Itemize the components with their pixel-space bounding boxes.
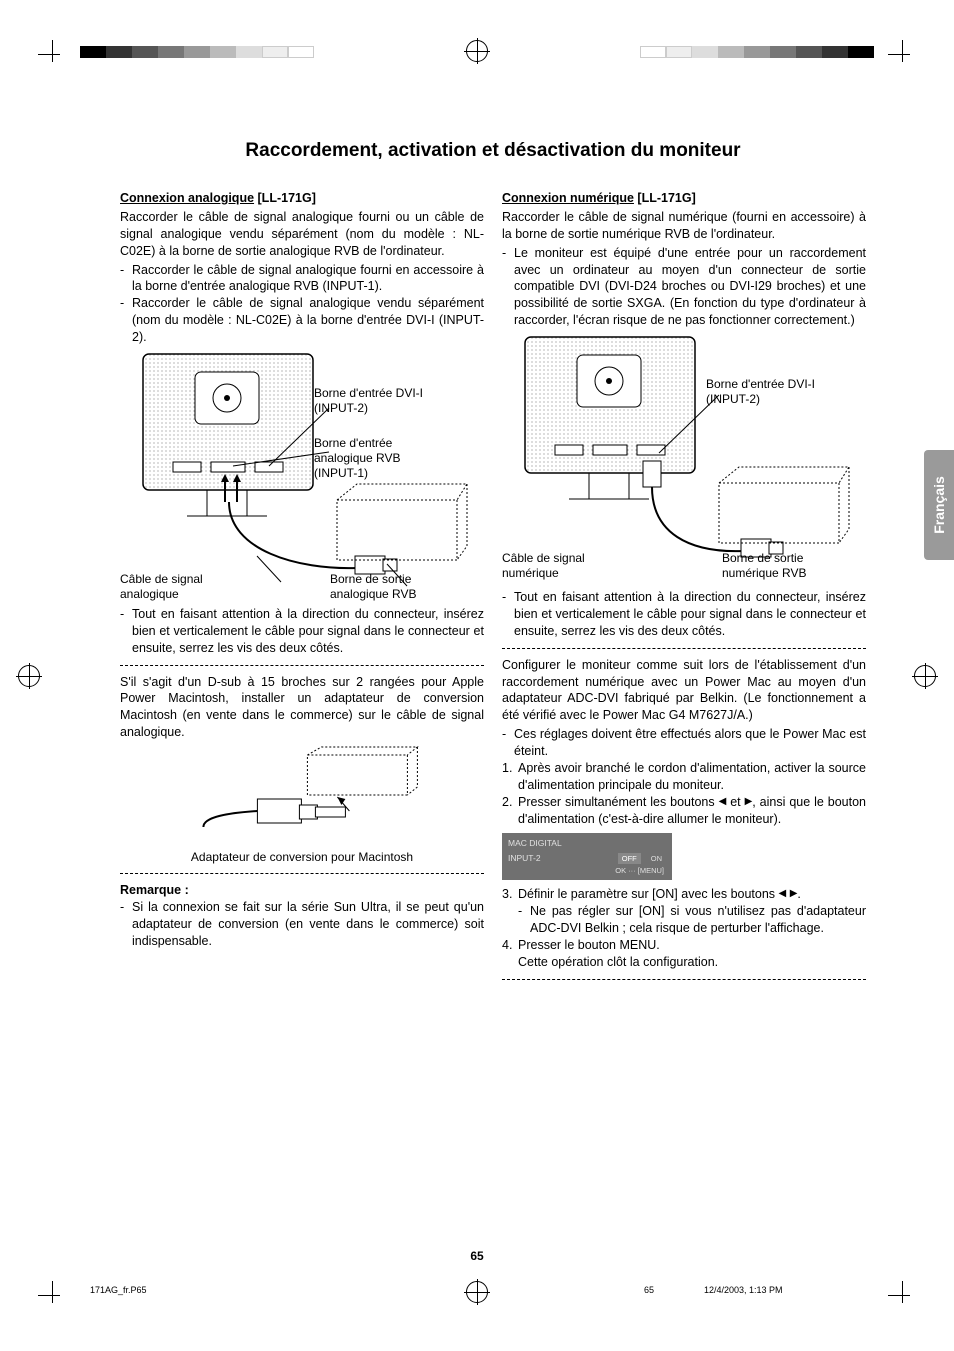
page: Français Raccordement, activation et dés… [0,0,954,1351]
dashed-separator-4 [502,979,866,980]
dashed-separator-2 [120,873,484,874]
diag2-label-digital-output: Borne de sortie numérique RVB [722,551,832,581]
left-note-bullet: -Si la connexion se fait sur la série Su… [120,899,484,950]
triangle-right-icon-2: ▶ [790,887,798,901]
registration-target-left-icon [18,665,40,687]
right-heading: Connexion numérique [LL-171G] [502,190,866,207]
digital-connection-diagram: Borne d'entrée DVI-I (INPUT-2) Câble de … [502,333,866,583]
left-bullet-2: -Raccorder le câble de signal analogique… [120,295,484,346]
diag2-label-digital-cable: Câble de signal numérique [502,551,632,581]
osd-mac-digital-box: MAC DIGITAL INPUT-2 OFF ON OK ··· [MENU] [502,833,672,880]
left-heading: Connexion analogique [LL-171G] [120,190,484,207]
right-belkin-text: Configurer le moniteur comme suit lors d… [502,657,866,725]
content-area: Raccordement, activation et désactivatio… [120,140,866,1251]
left-bullet-1: -Raccorder le câble de signal analogique… [120,262,484,296]
registration-target-icon [466,40,488,62]
mac-adapter-caption: Adaptateur de conversion pour Macintosh [120,849,484,865]
mac-adapter-figure [175,747,430,847]
right-bullet-1: -Le moniteur est équipé d'une entrée pou… [502,245,866,329]
osd-off-pill: OFF [618,853,641,864]
diag-label-rgb-input: Borne d'entrée analogique RVB (INPUT-1) [314,436,446,481]
page-title: Raccordement, activation et désactivatio… [120,140,866,162]
left-mac-text: S'il s'agit d'un D-sub à 15 broches sur … [120,674,484,742]
triangle-left-icon: ◀ [719,795,727,809]
right-bullet-3: -Ces réglages doivent être effectués alo… [502,726,866,760]
crop-marks-bottom [0,1281,954,1311]
page-number: 65 [0,1249,954,1263]
step-4: 4.Presser le bouton MENU.Cette opération… [502,937,866,971]
registration-bars-left [80,46,314,58]
right-bullet-2: -Tout en faisant attention à la directio… [502,589,866,640]
dashed-separator-3 [502,648,866,649]
left-intro-text: Raccorder le câble de signal analogique … [120,209,484,260]
step-3: 3.Définir le paramètre sur [ON] avec les… [502,886,866,903]
dashed-separator [120,665,484,666]
left-bullet-3: -Tout en faisant attention à la directio… [120,606,484,657]
step-3-sub: -Ne pas régler sur [ON] si vous n'utilis… [518,903,866,937]
registration-target-bottom-icon [466,1281,488,1303]
diag2-label-dvi-input: Borne d'entrée DVI-I (INPUT-2) [706,377,832,407]
crop-marks-top [0,40,954,70]
language-tab-label: Français [931,476,947,534]
note-label: Remarque : [120,882,484,899]
right-intro-text: Raccorder le câble de signal numérique (… [502,209,866,243]
osd-row-label: INPUT-2 [508,852,541,865]
left-heading-underline: Connexion analogique [120,191,254,205]
osd-ok-label: OK ··· [MENU] [508,865,666,876]
step-2: 2.Presser simultanément les boutons ◀ et… [502,794,866,828]
right-column: Connexion numérique [LL-171G] Raccorder … [502,190,866,988]
right-heading-tag: [LL-171G] [634,191,696,205]
osd-title: MAC DIGITAL [508,837,666,850]
diag-label-rgb-output: Borne de sortie analogique RVB [330,572,450,602]
registration-target-right-icon [914,665,936,687]
left-heading-tag: [LL-171G] [254,191,316,205]
step-1: 1.Après avoir branché le cordon d'alimen… [502,760,866,794]
right-heading-underline: Connexion numérique [502,191,634,205]
language-tab: Français [924,450,954,560]
triangle-left-icon-2: ◀ [779,887,787,901]
registration-bars-right [640,46,874,58]
left-column: Connexion analogique [LL-171G] Raccorder… [120,190,484,988]
analog-connection-diagram: Borne d'entrée DVI-I (INPUT-2) Borne d'e… [120,350,484,600]
diag-label-analog-cable: Câble de signal analogique [120,572,250,602]
diag-label-dvi-input: Borne d'entrée DVI-I (INPUT-2) [314,386,446,416]
osd-on-label: ON [647,853,666,864]
triangle-right-icon: ▶ [745,795,753,809]
